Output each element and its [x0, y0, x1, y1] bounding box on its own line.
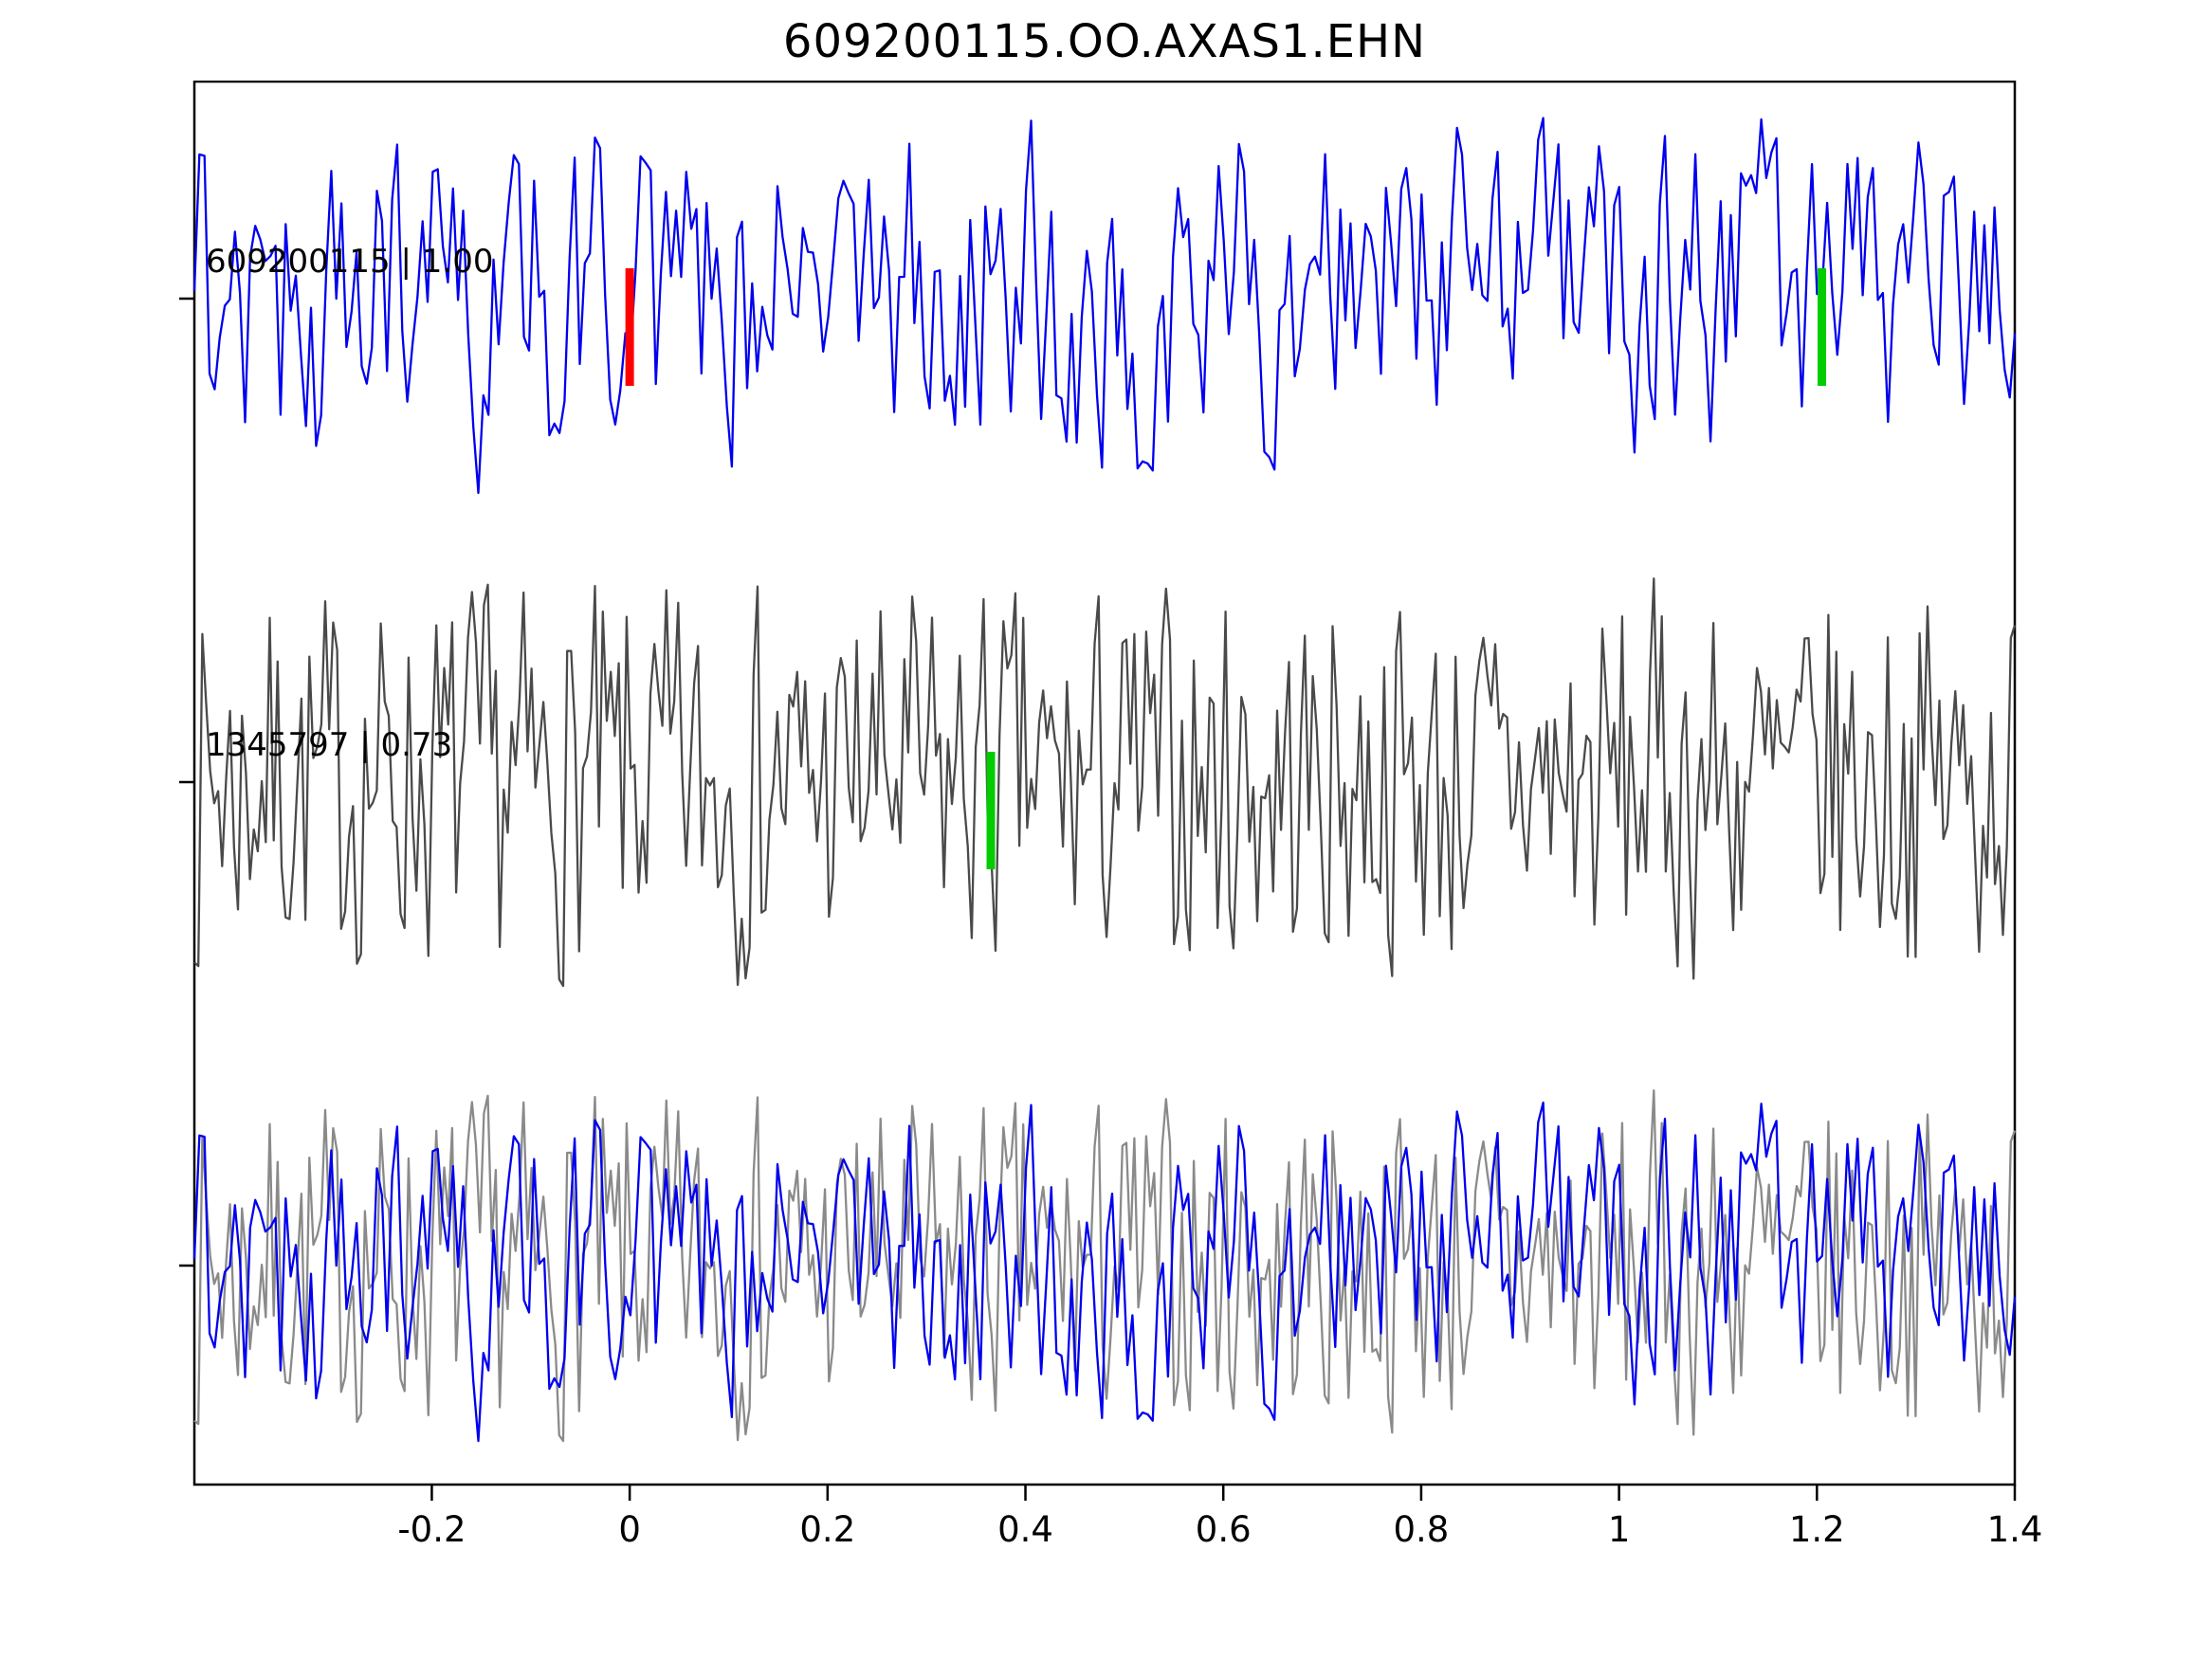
x-tick-label: 0 [618, 1509, 641, 1550]
x-tick-label: 0.4 [997, 1509, 1053, 1550]
x-tick-label: -0.2 [397, 1509, 466, 1550]
plot-area: 609200115 | 1.00 1345797 | 0.73 [179, 81, 2017, 1501]
x-tick-label: 1.2 [1788, 1509, 1845, 1550]
x-tick-label: 1.4 [1986, 1509, 2043, 1550]
waveform-trace-template [193, 577, 2017, 988]
waveform-trace-overlay-detection [192, 1101, 2017, 1443]
x-tick-label: 0.6 [1195, 1509, 1252, 1550]
x-tick-label: 0.2 [799, 1509, 856, 1550]
chart-title: 609200115.OO.AXAS1.EHN [782, 15, 1427, 68]
trace-label-template: 1345797 | 0.73 [206, 726, 452, 764]
x-tick-label: 1 [1607, 1509, 1631, 1550]
waveform-trace-detection [192, 117, 2017, 495]
x-tick-label: 0.8 [1393, 1509, 1450, 1550]
trace-label-detection: 609200115 | 1.00 [206, 243, 493, 281]
